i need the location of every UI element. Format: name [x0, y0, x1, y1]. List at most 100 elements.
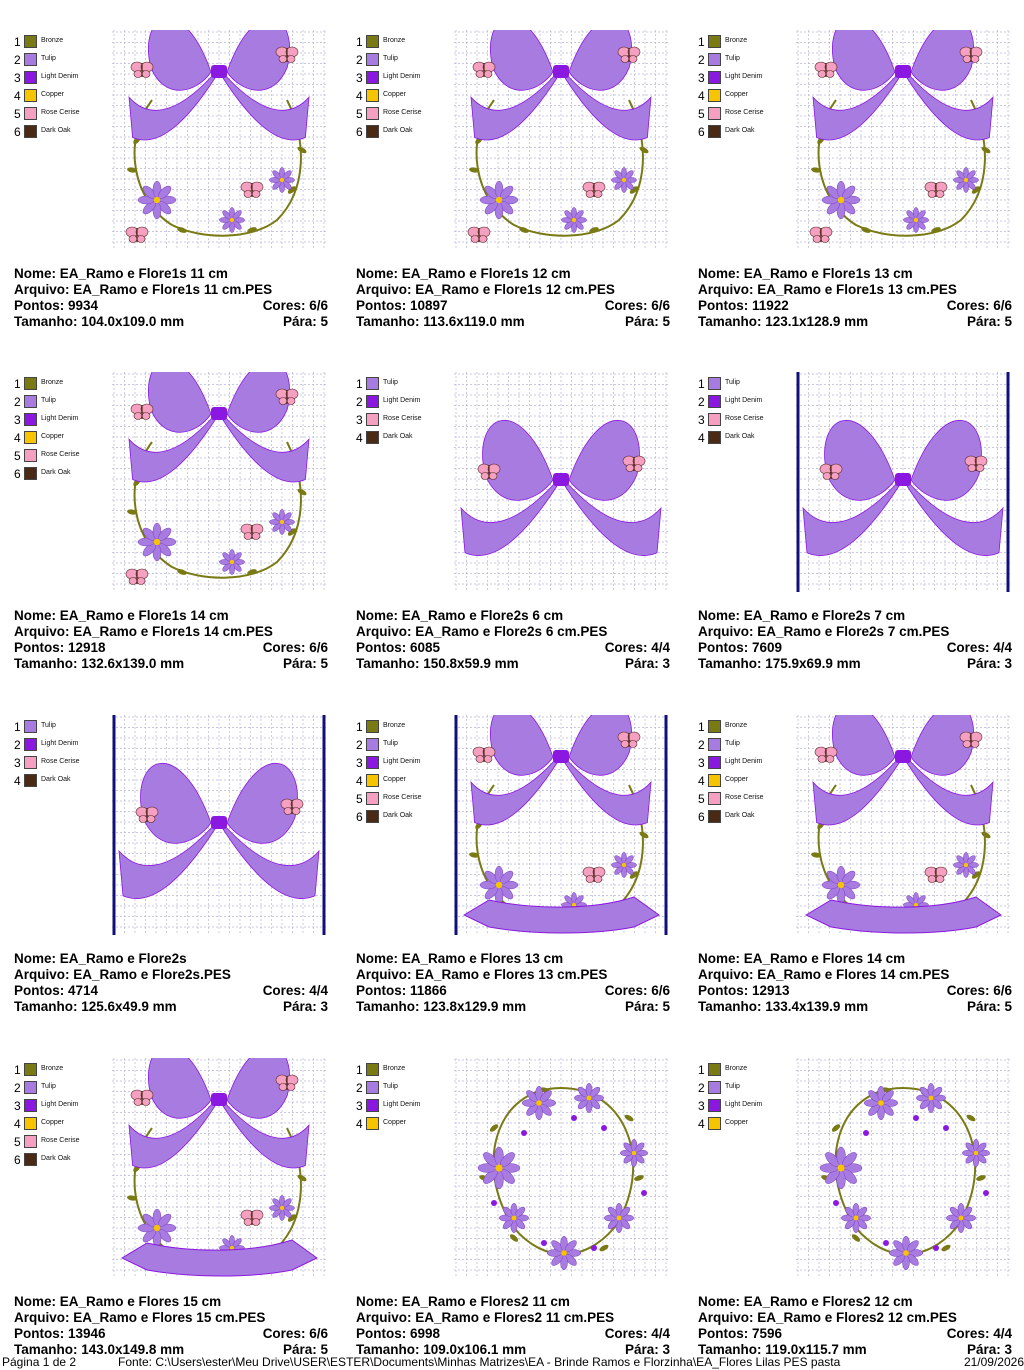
design-artwork — [125, 30, 310, 243]
bow-ribbon-right — [564, 759, 652, 826]
legend-color-name: Rose Cerise — [383, 109, 422, 116]
color-swatch — [366, 1063, 379, 1076]
design-card[interactable]: 1 Tulip 2 Light Denim 3 Rose Cerise 4 Dark Oak N… — [692, 350, 1012, 675]
name-label: Nome: — [14, 1294, 57, 1309]
color-swatch — [24, 1135, 37, 1148]
legend-color-name: Copper — [41, 1119, 64, 1126]
name-line: Nome: EA_Ramo e Flore1s 11 cm — [14, 266, 328, 282]
stitches-line: Pontos: 11922 Cores: 6/6 — [698, 298, 1012, 314]
name-line: Nome: EA_Ramo e Flores2 12 cm — [698, 1294, 1012, 1310]
legend-number: 3 — [14, 1099, 21, 1113]
leaf-shape — [489, 1124, 499, 1132]
name-label: Nome: — [356, 608, 399, 623]
butterfly-wing — [962, 55, 972, 63]
bow-knot — [895, 65, 911, 78]
legend-row: 2 Light Denim — [14, 737, 124, 755]
name-line: Nome: EA_Ramo e Flore2s 6 cm — [356, 608, 670, 624]
legend-number: 1 — [356, 377, 363, 391]
flower-center — [495, 1164, 503, 1172]
legend-row: 2 Tulip — [356, 52, 466, 70]
color-swatch — [24, 449, 37, 462]
flower-shape — [611, 852, 637, 878]
legend-number: 4 — [14, 1117, 21, 1131]
butterfly-wing — [128, 235, 138, 243]
design-card[interactable]: 1 Bronze 2 Tulip 3 Light Denim 4 Copper Nome: EA… — [692, 1036, 1012, 1361]
colors-label: Cores: — [262, 983, 306, 998]
stops-count: 3 — [1004, 1342, 1012, 1357]
design-card[interactable]: 1 Bronze 2 Tulip 3 Light Denim 4 Copper Nome: EA… — [350, 1036, 670, 1361]
flower-center — [571, 217, 577, 223]
leaf-shape — [287, 1214, 297, 1222]
leaf-shape — [509, 1234, 519, 1242]
butterfly-wing — [585, 875, 595, 883]
stitches-line: Pontos: 10897 Cores: 6/6 — [356, 298, 670, 314]
design-card[interactable]: 1 Bronze 2 Tulip 3 Light Denim 4 Copper 5 Rose Ce… — [350, 693, 670, 1018]
legend-color-name: Dark Oak — [725, 127, 755, 134]
color-swatch — [366, 738, 379, 751]
design-artwork — [802, 419, 1004, 556]
color-swatch — [24, 413, 37, 426]
butterfly-wing — [278, 397, 288, 405]
legend-number: 4 — [356, 774, 363, 788]
design-card[interactable]: 1 Bronze 2 Tulip 3 Light Denim 4 Copper 5 Rose Ce… — [350, 8, 670, 333]
design-card[interactable]: 1 Tulip 2 Light Denim 3 Rose Cerise 4 Dark Oak N… — [8, 693, 328, 1018]
legend-number: 6 — [14, 1153, 21, 1167]
design-card[interactable]: 1 Tulip 2 Light Denim 3 Rose Cerise 4 Dark Oak N… — [350, 350, 670, 675]
flower-center — [837, 881, 845, 889]
legend-number: 4 — [698, 774, 705, 788]
legend-row: 2 Tulip — [356, 737, 466, 755]
design-card[interactable]: 1 Bronze 2 Tulip 3 Light Denim 4 Copper 5 Rose Ce… — [692, 693, 1012, 1018]
legend-color-name: Rose Cerise — [725, 415, 764, 422]
design-name: EA_Ramo e Flore2s 7 cm — [743, 608, 906, 623]
color-swatch — [366, 125, 379, 138]
butterfly-wing — [480, 472, 490, 480]
design-card[interactable]: 1 Bronze 2 Tulip 3 Light Denim 4 Copper 5 Rose Ce… — [8, 8, 328, 333]
stitches-label: Pontos: — [356, 1326, 407, 1341]
flower-shape — [546, 1235, 582, 1271]
color-swatch — [708, 395, 721, 408]
file-name: EA_Ramo e Flores 14 cm.PES — [757, 967, 950, 982]
name-label: Nome: — [356, 266, 399, 281]
stops-info: Pára: 5 — [967, 314, 1012, 330]
legend-color-name: Dark Oak — [725, 433, 755, 440]
stops-label: Pára: — [966, 999, 1001, 1014]
stops-count: 5 — [662, 314, 670, 329]
legend-row: 2 Tulip — [14, 394, 124, 412]
leaf-shape — [287, 528, 297, 536]
legend-number: 6 — [698, 810, 705, 824]
design-card[interactable]: 1 Bronze 2 Tulip 3 Light Denim 4 Copper 5 Rose Ce… — [8, 1036, 328, 1361]
legend-color-name: Bronze — [725, 722, 748, 729]
butterfly-wing — [243, 190, 253, 198]
flower-shape — [269, 167, 295, 193]
design-card[interactable]: 1 Bronze 2 Tulip 3 Light Denim 4 Copper 5 Rose Ce… — [8, 350, 328, 675]
legend-row: 3 Light Denim — [698, 70, 808, 88]
leaf-shape — [589, 227, 599, 233]
color-legend: 1 Bronze 2 Tulip 3 Light Denim 4 Copper 5 Rose Ce… — [698, 719, 808, 827]
bow-ribbon-left — [470, 759, 558, 826]
size-label: Tamanho: — [356, 314, 420, 329]
leaf-shape — [297, 488, 307, 496]
colors-info: Cores: 6/6 — [947, 983, 1012, 999]
butterfly-shape — [275, 46, 299, 63]
name-line: Nome: EA_Ramo e Flore1s 12 cm — [356, 266, 670, 282]
legend-color-name: Tulip — [725, 379, 740, 386]
leaf-shape — [127, 509, 137, 515]
legend-number: 4 — [356, 89, 363, 103]
file-line: Arquivo: EA_Ramo e Flore2s 7 cm.PES — [698, 624, 1012, 640]
flower-shape — [477, 1146, 521, 1190]
page-footer: Página 1 de 2 Fonte: C:\Users\ester\Meu … — [0, 1354, 1024, 1370]
legend-number: 3 — [698, 756, 705, 770]
legend-row: 6 Dark Oak — [698, 809, 808, 827]
legend-row: 1 Bronze — [356, 1062, 466, 1080]
butterfly-shape — [130, 403, 154, 420]
file-line: Arquivo: EA_Ramo e Flore1s 13 cm.PES — [698, 282, 1012, 298]
colors-info: Cores: 4/4 — [605, 1326, 670, 1342]
design-card[interactable]: 1 Bronze 2 Tulip 3 Light Denim 4 Copper 5 Rose Ce… — [692, 8, 1012, 333]
stitch-count: 7609 — [752, 640, 783, 655]
bow-knot — [895, 473, 911, 486]
stitch-count: 7596 — [752, 1326, 783, 1341]
legend-color-name: Tulip — [725, 1083, 740, 1090]
legend-number: 6 — [14, 467, 21, 481]
bow-knot — [211, 65, 227, 78]
butterfly-shape — [472, 746, 496, 763]
